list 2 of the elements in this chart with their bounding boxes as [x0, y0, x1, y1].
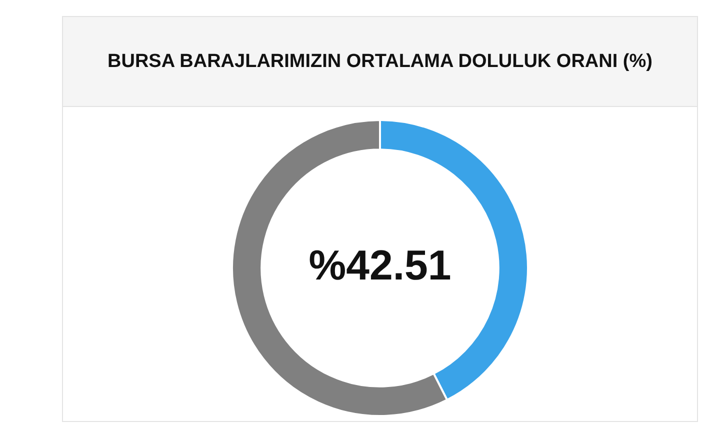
chart-title: BURSA BARAJLARIMIZIN ORTALAMA DOLULUK ORANI (%) — [106, 50, 654, 74]
data-label: %42.51 — [308, 242, 452, 289]
